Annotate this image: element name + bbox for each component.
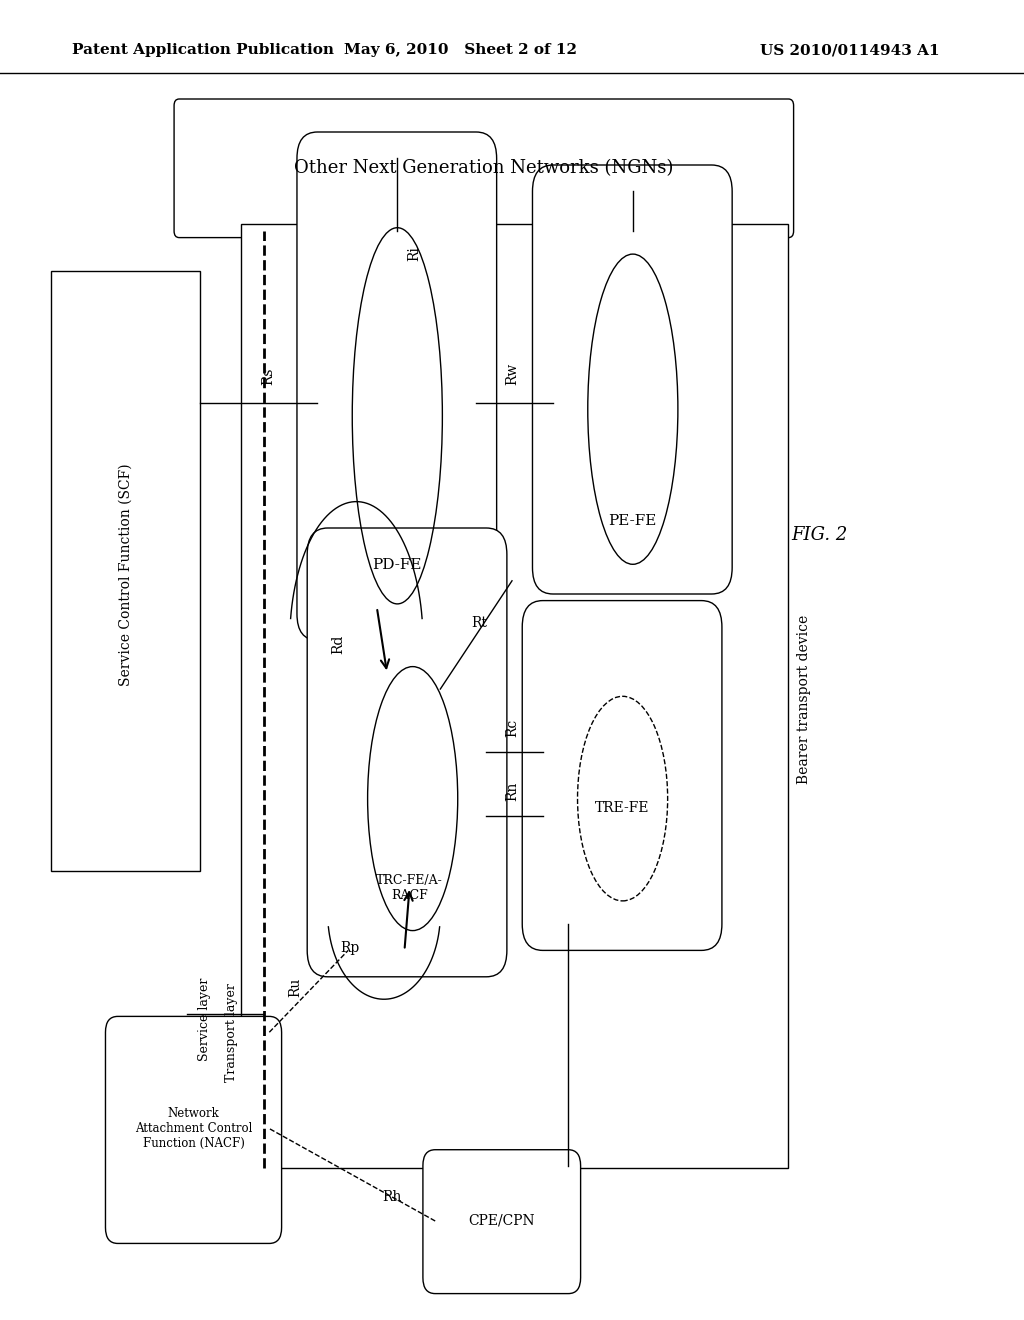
Text: Ru: Ru (288, 978, 302, 997)
FancyBboxPatch shape (423, 1150, 581, 1294)
Text: Service Control Function (SCF): Service Control Function (SCF) (119, 463, 133, 685)
Text: US 2010/0114943 A1: US 2010/0114943 A1 (760, 44, 940, 57)
Text: Rw: Rw (505, 363, 519, 385)
Bar (51, 271, 200, 871)
FancyBboxPatch shape (105, 1016, 282, 1243)
Text: Transport layer: Transport layer (225, 983, 238, 1081)
Text: Rh: Rh (383, 1191, 401, 1204)
Text: TRE-FE: TRE-FE (595, 801, 650, 814)
Text: PD-FE: PD-FE (373, 558, 422, 572)
FancyBboxPatch shape (174, 99, 794, 238)
Text: Patent Application Publication: Patent Application Publication (72, 44, 334, 57)
Text: Network
Attachment Control
Function (NACF): Network Attachment Control Function (NAC… (135, 1107, 252, 1150)
Text: Ri: Ri (408, 246, 422, 261)
Text: TRC-FE/A-
RACF: TRC-FE/A- RACF (376, 874, 443, 903)
Text: FIG. 2: FIG. 2 (791, 525, 848, 544)
Text: May 6, 2010   Sheet 2 of 12: May 6, 2010 Sheet 2 of 12 (344, 44, 578, 57)
Text: Rp: Rp (341, 941, 359, 954)
Text: Rc: Rc (505, 718, 519, 737)
Text: Bearer transport device: Bearer transport device (797, 615, 811, 784)
Text: Rs: Rs (261, 368, 275, 385)
Text: Rn: Rn (505, 781, 519, 801)
Text: CPE/CPN: CPE/CPN (468, 1214, 536, 1228)
FancyBboxPatch shape (522, 601, 722, 950)
Text: Rd: Rd (331, 635, 345, 653)
FancyBboxPatch shape (297, 132, 497, 640)
FancyBboxPatch shape (532, 165, 732, 594)
Text: Other Next Generation Networks (NGNs): Other Next Generation Networks (NGNs) (294, 158, 673, 177)
Bar (241, 224, 788, 1168)
Text: Service layer: Service layer (199, 977, 211, 1061)
Text: PE-FE: PE-FE (608, 515, 657, 528)
Text: Rt: Rt (471, 616, 487, 630)
FancyBboxPatch shape (307, 528, 507, 977)
